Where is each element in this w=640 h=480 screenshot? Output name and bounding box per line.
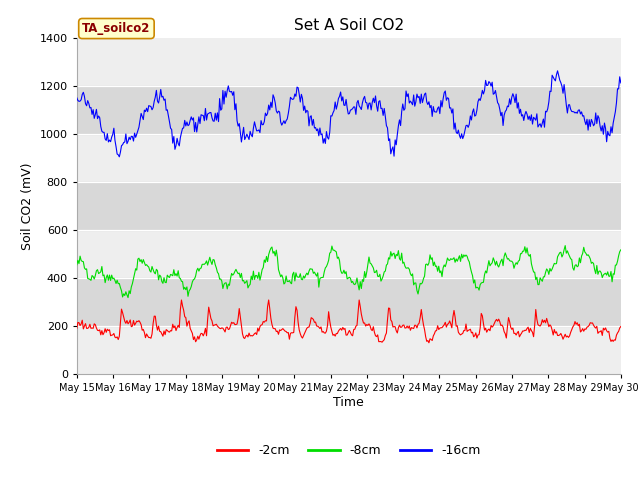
Title: Set A Soil CO2: Set A Soil CO2 (294, 18, 404, 33)
Text: TA_soilco2: TA_soilco2 (82, 22, 150, 35)
Legend: -2cm, -8cm, -16cm: -2cm, -8cm, -16cm (212, 439, 486, 462)
Y-axis label: Soil CO2 (mV): Soil CO2 (mV) (21, 163, 34, 250)
Bar (77, 182, 621, 230)
Bar (77, 86, 621, 134)
X-axis label: Time: Time (333, 396, 364, 409)
Bar (77, 278, 621, 326)
